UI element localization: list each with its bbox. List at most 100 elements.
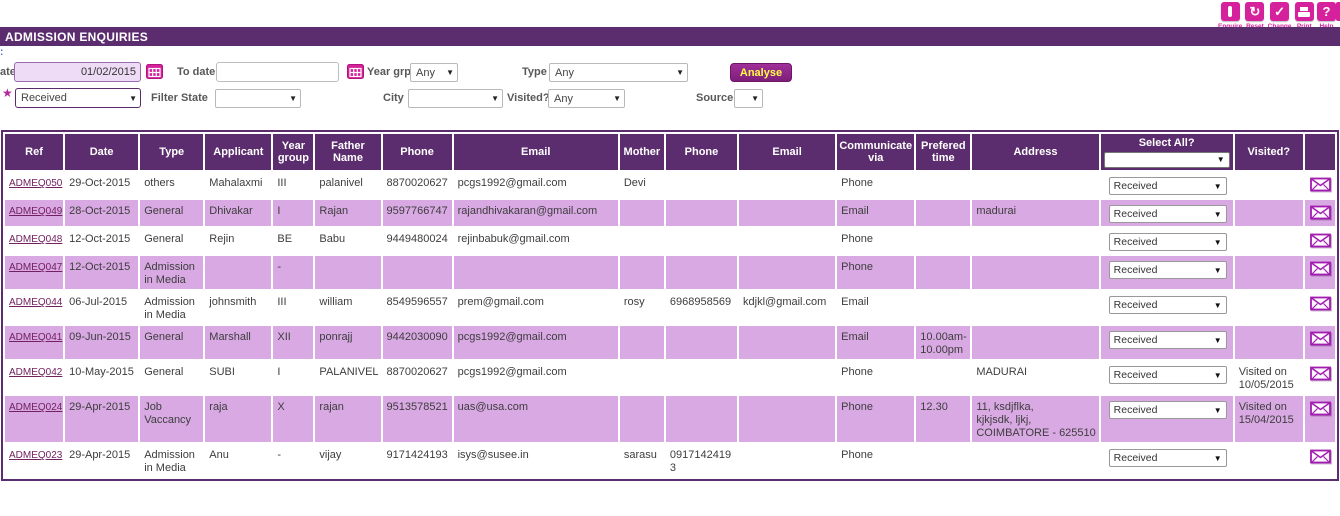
- chevron-down-icon: ▼: [751, 94, 759, 103]
- year-grp-dropdown[interactable]: Any ▼: [410, 63, 458, 82]
- col-header-father_name: Father Name: [315, 134, 381, 170]
- cell-father_email: pcgs1992@gmail.com: [453, 326, 618, 359]
- cell-mother_phone: 09171424193: [665, 444, 738, 477]
- ref-link[interactable]: ADMEQ047: [9, 262, 63, 273]
- status-dropdown[interactable]: Received ▼: [1108, 261, 1227, 279]
- status-value: Received: [1113, 368, 1158, 381]
- cell-mother: Devi: [619, 172, 664, 198]
- select-all-dropdown[interactable]: ▼: [1103, 151, 1230, 168]
- chevron-down-icon: ▼: [1213, 181, 1222, 191]
- cell-communicate_via: Phone: [837, 256, 915, 289]
- cell-mother_phone: 6968958569: [665, 291, 738, 324]
- ref-link[interactable]: ADMEQ048: [9, 234, 63, 245]
- cell-father_phone: 8549596557: [382, 291, 452, 324]
- print-button[interactable]: Print: [1294, 2, 1314, 30]
- source-dropdown[interactable]: ▼: [734, 89, 763, 108]
- enquire-button[interactable]: Enquire: [1218, 2, 1242, 30]
- ref-link[interactable]: ADMEQ050: [9, 178, 63, 189]
- mail-icon[interactable]: [1310, 233, 1332, 252]
- cell-father_email: pcgs1992@gmail.com: [453, 172, 618, 198]
- cell-mother_email: [739, 172, 836, 198]
- ref-link[interactable]: ADMEQ023: [9, 450, 63, 461]
- status-dropdown[interactable]: Received ▼: [1108, 331, 1227, 349]
- cell-prefered_time: 10.00am-10.00pm: [916, 326, 971, 359]
- col-header-mail: [1304, 134, 1335, 170]
- cell-status: Received ▼: [1100, 228, 1233, 254]
- mail-icon[interactable]: [1310, 261, 1332, 280]
- ref-link[interactable]: ADMEQ049: [9, 206, 63, 217]
- cell-mother_phone: [665, 228, 738, 254]
- mail-icon[interactable]: [1310, 401, 1332, 420]
- cell-father_name: [315, 256, 381, 289]
- cell-ref: ADMEQ024: [5, 396, 64, 442]
- to-date-input[interactable]: [216, 62, 339, 82]
- cell-mother_email: [739, 361, 836, 394]
- col-header-father_email: Email: [453, 134, 618, 170]
- cell-communicate_via: Phone: [837, 361, 915, 394]
- col-header-label: Applicant: [213, 146, 264, 158]
- cell-year_group: I: [273, 200, 314, 226]
- cell-father_email: prem@gmail.com: [453, 291, 618, 324]
- status-value: Received: [1113, 403, 1158, 416]
- cell-date: 29-Apr-2015: [65, 396, 139, 442]
- cell-mail: [1304, 200, 1335, 226]
- cell-applicant: Rejin: [205, 228, 272, 254]
- ref-link[interactable]: ADMEQ024: [9, 402, 63, 413]
- cell-mother: rosy: [619, 291, 664, 324]
- cell-prefered_time: [916, 256, 971, 289]
- cell-mother_email: [739, 228, 836, 254]
- status-dropdown[interactable]: Received ▼: [1108, 366, 1227, 384]
- cell-address: MADURAI: [972, 361, 1099, 394]
- calendar-icon[interactable]: [347, 64, 364, 84]
- cell-type: General: [140, 228, 204, 254]
- change-button[interactable]: ✓ Change: [1268, 2, 1292, 30]
- mail-icon[interactable]: [1310, 177, 1332, 196]
- filter-state-dropdown[interactable]: ▼: [215, 89, 301, 108]
- table-row: ADMEQ048 12-Oct-2015 General Rejin BE Babu 944…: [5, 228, 1335, 254]
- status-dropdown[interactable]: Received ▼: [1108, 205, 1227, 223]
- visited-filter-dropdown[interactable]: Any ▼: [548, 89, 625, 108]
- mail-icon[interactable]: [1310, 331, 1332, 350]
- cell-communicate_via: Email: [837, 326, 915, 359]
- chevron-down-icon: ▼: [1213, 453, 1222, 463]
- status-dropdown[interactable]: Received ▼: [1108, 401, 1227, 419]
- mail-icon[interactable]: [1310, 449, 1332, 468]
- cell-mother: [619, 256, 664, 289]
- analyse-button[interactable]: Analyse: [730, 63, 792, 82]
- type-dropdown[interactable]: Any ▼: [549, 63, 688, 82]
- mail-icon[interactable]: [1310, 205, 1332, 224]
- mail-icon[interactable]: [1310, 296, 1332, 315]
- cell-status: Received ▼: [1100, 444, 1233, 477]
- status-dropdown[interactable]: Received ▼: [1108, 449, 1227, 467]
- col-header-label: Father Name: [331, 140, 365, 164]
- cell-type: Admission in Media: [140, 291, 204, 324]
- cell-mother: [619, 396, 664, 442]
- cell-status: Received ▼: [1100, 291, 1233, 324]
- col-header-label: Address: [1013, 146, 1058, 158]
- ref-link[interactable]: ADMEQ041: [9, 332, 63, 343]
- calendar-icon[interactable]: [146, 64, 163, 84]
- cutoff-toolbar-button[interactable]: [1336, 2, 1340, 21]
- cell-father_email: isys@susee.in: [453, 444, 618, 477]
- status-dropdown[interactable]: Received ▼: [1108, 177, 1227, 195]
- left-edge-artifact: :: [0, 47, 4, 58]
- mail-icon[interactable]: [1310, 366, 1332, 385]
- check-icon: ✓: [1274, 4, 1286, 19]
- col-header-label: Date: [89, 146, 114, 158]
- cell-mail: [1304, 172, 1335, 198]
- status-dropdown[interactable]: Received ▼: [1108, 233, 1227, 251]
- help-button[interactable]: ? Help: [1316, 2, 1336, 30]
- status-dropdown[interactable]: Received ▼: [1108, 296, 1227, 314]
- cell-communicate_via: Phone: [837, 228, 915, 254]
- ref-link[interactable]: ADMEQ042: [9, 367, 63, 378]
- col-header-label: Prefered time: [921, 140, 966, 164]
- status-filter-dropdown[interactable]: Received ▼: [15, 88, 141, 108]
- cell-mother_email: [739, 200, 836, 226]
- status-value: Received: [1113, 207, 1158, 220]
- from-date-input[interactable]: [14, 62, 141, 82]
- ref-link[interactable]: ADMEQ044: [9, 297, 63, 308]
- cell-status: Received ▼: [1100, 172, 1233, 198]
- city-dropdown[interactable]: ▼: [408, 89, 503, 108]
- reset-button[interactable]: ↻ Reset: [1245, 2, 1265, 30]
